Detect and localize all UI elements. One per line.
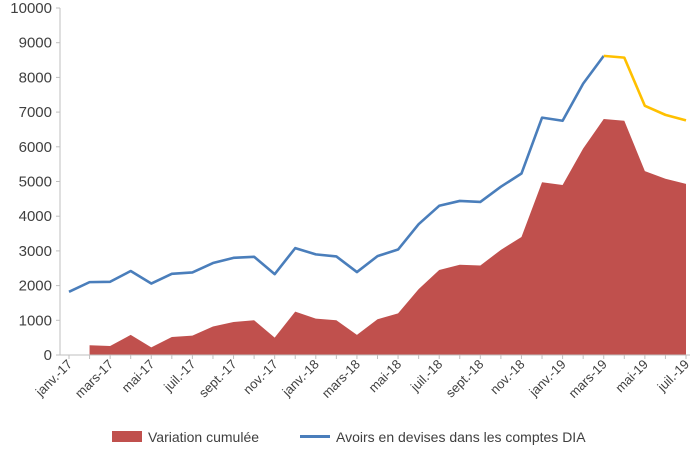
y-tick-label: 2000 — [19, 278, 52, 295]
x-tick-label: sept.-17 — [196, 357, 240, 401]
x-tick-label: mai-18 — [365, 357, 404, 396]
x-tick-label: mai-17 — [119, 357, 158, 396]
legend: Variation cumulée Avoirs en devises dans… — [112, 429, 586, 445]
x-tick-label: sept.-18 — [443, 357, 487, 401]
y-tick-label: 4000 — [19, 208, 52, 225]
y-tick-label: 7000 — [19, 104, 52, 121]
plot-area — [68, 54, 687, 355]
x-tick-label: janv.-17 — [32, 357, 75, 400]
y-tick-label: 8000 — [19, 69, 52, 86]
x-tick-label: mars-19 — [566, 357, 610, 401]
x-tick-label: janv.-19 — [525, 357, 568, 400]
y-tick-label: 0 — [44, 347, 52, 364]
y-tick-label: 1000 — [19, 312, 52, 329]
y-tick-label: 3000 — [19, 243, 52, 260]
x-tick-label: mars-17 — [72, 357, 116, 401]
y-tick-label: 9000 — [19, 35, 52, 52]
x-tick-label: janv.-18 — [279, 357, 322, 400]
y-tick-label: 10000 — [10, 0, 52, 17]
x-tick-label: nov.-18 — [487, 357, 528, 398]
x-tick-label: nov.-17 — [240, 357, 281, 398]
legend-label-variation: Variation cumulée — [148, 429, 259, 445]
legend-swatch-variation — [112, 431, 142, 442]
line-series-avoirs — [68, 55, 605, 294]
x-tick-label: mars-18 — [319, 357, 363, 401]
legend-label-avoirs: Avoirs en devises dans les comptes DIA — [336, 429, 586, 445]
x-tick-label: mai-19 — [612, 357, 651, 396]
y-tick-label: 6000 — [19, 139, 52, 156]
x-tick-label: juil.-19 — [654, 357, 692, 395]
x-tick-label: juil.-17 — [160, 357, 198, 395]
y-tick-label: 5000 — [19, 174, 52, 191]
area-series-variation — [89, 119, 687, 355]
line-series-avoirs-highlight — [603, 54, 687, 122]
x-tick-label: juil.-18 — [407, 357, 445, 395]
